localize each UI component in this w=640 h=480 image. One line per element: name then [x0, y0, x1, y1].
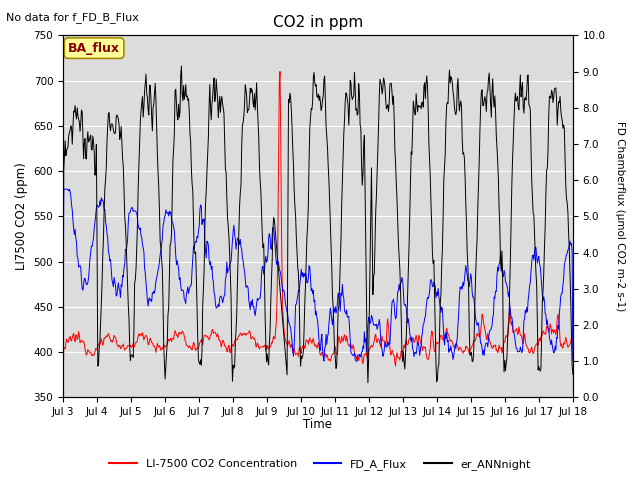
Text: BA_flux: BA_flux	[68, 42, 120, 55]
Title: CO2 in ppm: CO2 in ppm	[273, 15, 363, 30]
X-axis label: Time: Time	[303, 419, 332, 432]
Y-axis label: LI7500 CO2 (ppm): LI7500 CO2 (ppm)	[15, 162, 28, 270]
Text: No data for f_FD_B_Flux: No data for f_FD_B_Flux	[6, 12, 140, 23]
Y-axis label: FD Chamberflux (μmol CO2 m-2 s-1): FD Chamberflux (μmol CO2 m-2 s-1)	[615, 121, 625, 312]
Legend: LI-7500 CO2 Concentration, FD_A_Flux, er_ANNnight: LI-7500 CO2 Concentration, FD_A_Flux, er…	[104, 455, 536, 474]
